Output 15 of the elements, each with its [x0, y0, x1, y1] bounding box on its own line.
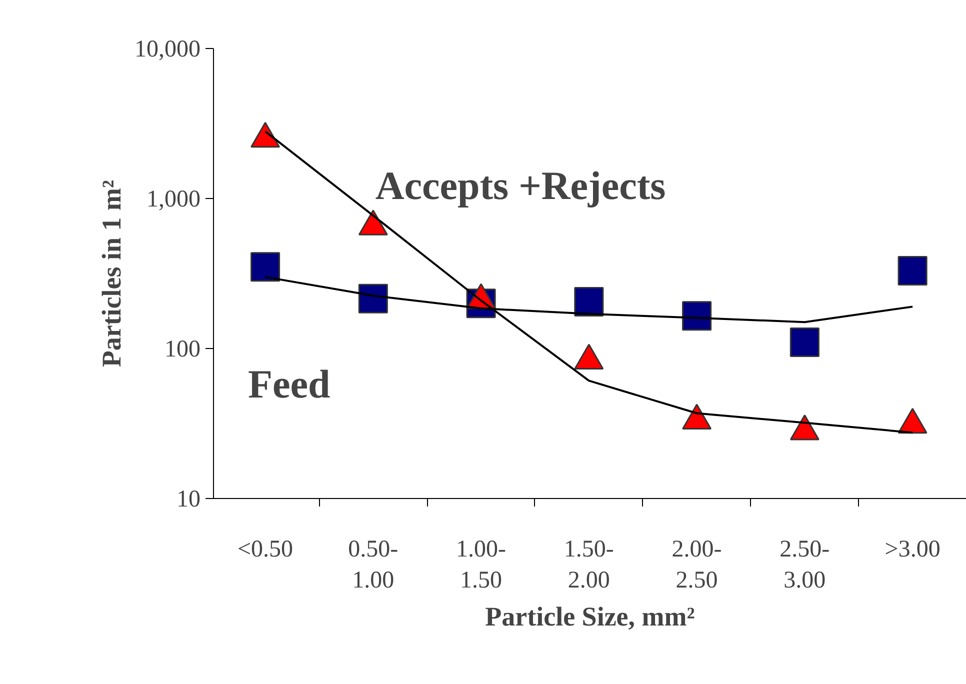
- x-tick-label: 0.50-1.00: [348, 536, 398, 594]
- x-axis-title: Particle Size, mm²: [485, 602, 695, 632]
- y-tick-label: 1,000: [146, 186, 200, 212]
- y-tick-label: 10: [176, 486, 200, 512]
- x-tick-label: 2.00-2.50: [672, 536, 722, 594]
- y-tick-label: 100: [164, 336, 200, 362]
- y-tick-label: 10,000: [134, 36, 200, 62]
- x-tick-label: <0.50: [238, 536, 294, 562]
- annotation: Accepts +Rejects: [375, 163, 666, 208]
- x-tick-label: 2.50-3.00: [780, 536, 830, 594]
- x-tick-label: >3.00: [884, 536, 940, 562]
- x-tick-label: 1.00-1.50: [456, 536, 506, 594]
- x-tick-label: 1.50-2.00: [564, 536, 614, 594]
- y-axis-title: Particles in 1 m²: [96, 180, 126, 368]
- annotation: Feed: [248, 361, 330, 406]
